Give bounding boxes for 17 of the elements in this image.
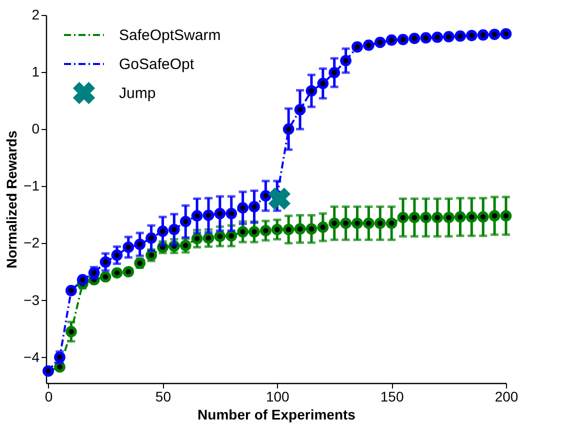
y-tick-label: 0 — [32, 120, 40, 137]
x-tick-label: 150 — [380, 388, 404, 404]
y-tick-label: −2 — [24, 234, 40, 251]
legend-label: SafeOptSwarm — [119, 27, 221, 44]
y-tick-label: −4 — [24, 348, 40, 365]
y-tick-label: 1 — [32, 64, 40, 80]
y-axis-title: Normalized Rewards — [4, 130, 20, 268]
legend-label: Jump — [119, 85, 156, 102]
legend-label: GoSafeOpt — [119, 56, 195, 73]
y-tick-label: −1 — [24, 178, 40, 194]
x-tick-label: 100 — [266, 388, 290, 404]
x-axis-title: Number of Experiments — [198, 406, 356, 422]
y-tick-label: 2 — [32, 6, 40, 22]
x-tick-label: 200 — [494, 388, 518, 404]
x-tick-label: 50 — [155, 388, 172, 404]
y-tick-label: −3 — [24, 292, 40, 308]
x-tick-label: 0 — [44, 388, 53, 404]
